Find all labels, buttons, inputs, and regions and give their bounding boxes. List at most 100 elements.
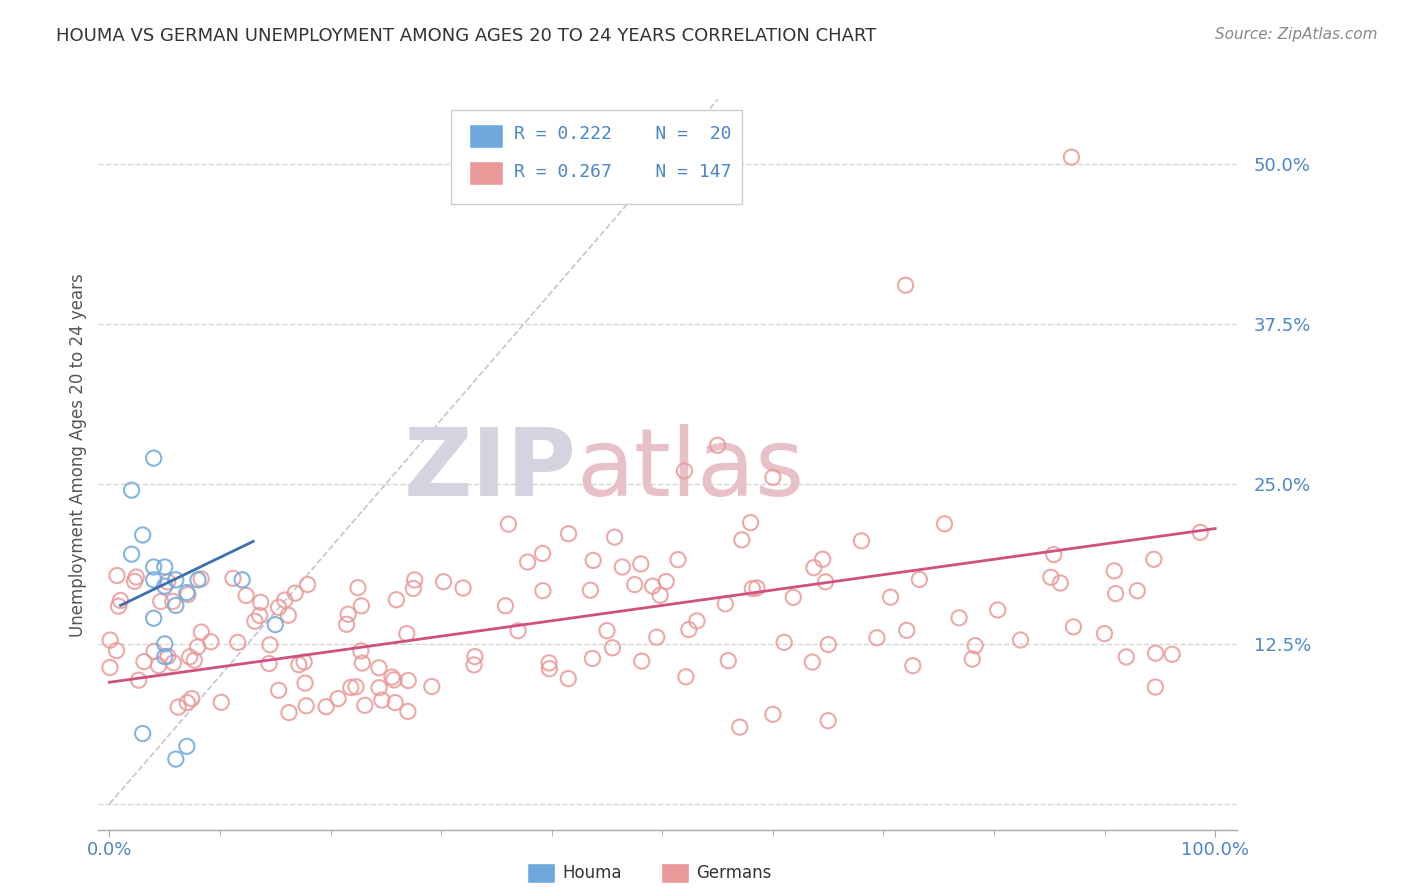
Point bbox=[581, 651, 603, 665]
Point bbox=[1189, 525, 1212, 540]
Point bbox=[782, 591, 804, 605]
Point bbox=[167, 700, 190, 714]
Point bbox=[162, 656, 184, 670]
Point bbox=[249, 595, 271, 609]
Point bbox=[1094, 626, 1116, 640]
Point bbox=[190, 572, 212, 586]
Point bbox=[315, 699, 337, 714]
Point bbox=[817, 638, 839, 652]
Point bbox=[165, 752, 187, 766]
Point bbox=[731, 533, 754, 547]
Point bbox=[603, 530, 626, 544]
Point bbox=[762, 707, 785, 722]
Point bbox=[896, 624, 918, 638]
Point bbox=[531, 583, 554, 598]
Text: Houma: Houma bbox=[562, 864, 621, 882]
Point bbox=[187, 573, 209, 587]
Point bbox=[153, 560, 176, 574]
Point bbox=[183, 653, 205, 667]
Point bbox=[371, 693, 394, 707]
Point bbox=[156, 574, 179, 589]
Point bbox=[284, 586, 307, 600]
Point bbox=[630, 654, 652, 668]
Text: Germans: Germans bbox=[696, 864, 772, 882]
Point bbox=[1010, 632, 1032, 647]
Point bbox=[235, 589, 257, 603]
Point bbox=[762, 470, 785, 484]
Point bbox=[908, 573, 931, 587]
Point bbox=[176, 585, 198, 599]
Point bbox=[222, 571, 245, 585]
Point bbox=[537, 656, 560, 670]
Point bbox=[1104, 564, 1126, 578]
Point bbox=[675, 670, 697, 684]
Point bbox=[177, 588, 200, 602]
Point bbox=[666, 552, 689, 566]
Point bbox=[350, 644, 373, 658]
Point bbox=[420, 680, 443, 694]
Point bbox=[187, 640, 209, 654]
Point bbox=[650, 588, 672, 602]
Point bbox=[243, 614, 266, 628]
Point bbox=[264, 617, 287, 632]
Point bbox=[107, 599, 129, 614]
Point bbox=[901, 658, 924, 673]
Point bbox=[630, 557, 652, 571]
Point bbox=[773, 635, 796, 649]
Point bbox=[1161, 648, 1184, 662]
Point bbox=[1042, 548, 1064, 562]
Point bbox=[277, 608, 299, 623]
Text: atlas: atlas bbox=[576, 424, 806, 516]
Point bbox=[817, 714, 839, 728]
Point bbox=[948, 611, 970, 625]
Point bbox=[612, 560, 634, 574]
Point bbox=[347, 581, 370, 595]
Point bbox=[395, 626, 418, 640]
Point bbox=[965, 639, 987, 653]
Text: HOUMA VS GERMAN UNEMPLOYMENT AMONG AGES 20 TO 24 YEARS CORRELATION CHART: HOUMA VS GERMAN UNEMPLOYMENT AMONG AGES … bbox=[56, 27, 876, 45]
Point bbox=[368, 681, 391, 695]
Point bbox=[432, 574, 454, 589]
Point bbox=[464, 649, 486, 664]
Point bbox=[655, 574, 678, 589]
Point bbox=[557, 672, 579, 686]
Point bbox=[121, 483, 143, 497]
Point bbox=[987, 603, 1010, 617]
Point bbox=[98, 633, 121, 648]
Point bbox=[396, 705, 419, 719]
Point bbox=[596, 624, 619, 638]
Point bbox=[623, 577, 645, 591]
Text: ZIP: ZIP bbox=[404, 424, 576, 516]
Point bbox=[1104, 586, 1126, 600]
Point bbox=[180, 691, 202, 706]
Point bbox=[706, 438, 728, 452]
Point bbox=[641, 579, 664, 593]
Point bbox=[294, 676, 316, 690]
Point bbox=[110, 593, 132, 607]
Point bbox=[1144, 646, 1167, 660]
Point bbox=[851, 533, 873, 548]
Point bbox=[153, 649, 176, 664]
Point bbox=[579, 583, 602, 598]
Bar bbox=[468, 124, 503, 148]
Point bbox=[149, 594, 172, 608]
Point bbox=[156, 649, 179, 664]
Point bbox=[257, 657, 280, 671]
Point bbox=[384, 696, 406, 710]
Point bbox=[506, 624, 529, 638]
Point bbox=[741, 582, 763, 596]
Point bbox=[142, 560, 165, 574]
Point bbox=[274, 593, 297, 607]
Point bbox=[686, 614, 709, 628]
Point bbox=[179, 649, 201, 664]
Point bbox=[336, 617, 359, 632]
Point bbox=[226, 635, 249, 649]
Point bbox=[1049, 576, 1071, 591]
Point bbox=[326, 691, 349, 706]
Point bbox=[353, 698, 375, 713]
Point bbox=[267, 683, 290, 698]
Point bbox=[538, 662, 561, 676]
Point bbox=[132, 655, 155, 669]
Point bbox=[176, 739, 198, 754]
Text: R = 0.222    N =  20: R = 0.222 N = 20 bbox=[515, 125, 731, 144]
